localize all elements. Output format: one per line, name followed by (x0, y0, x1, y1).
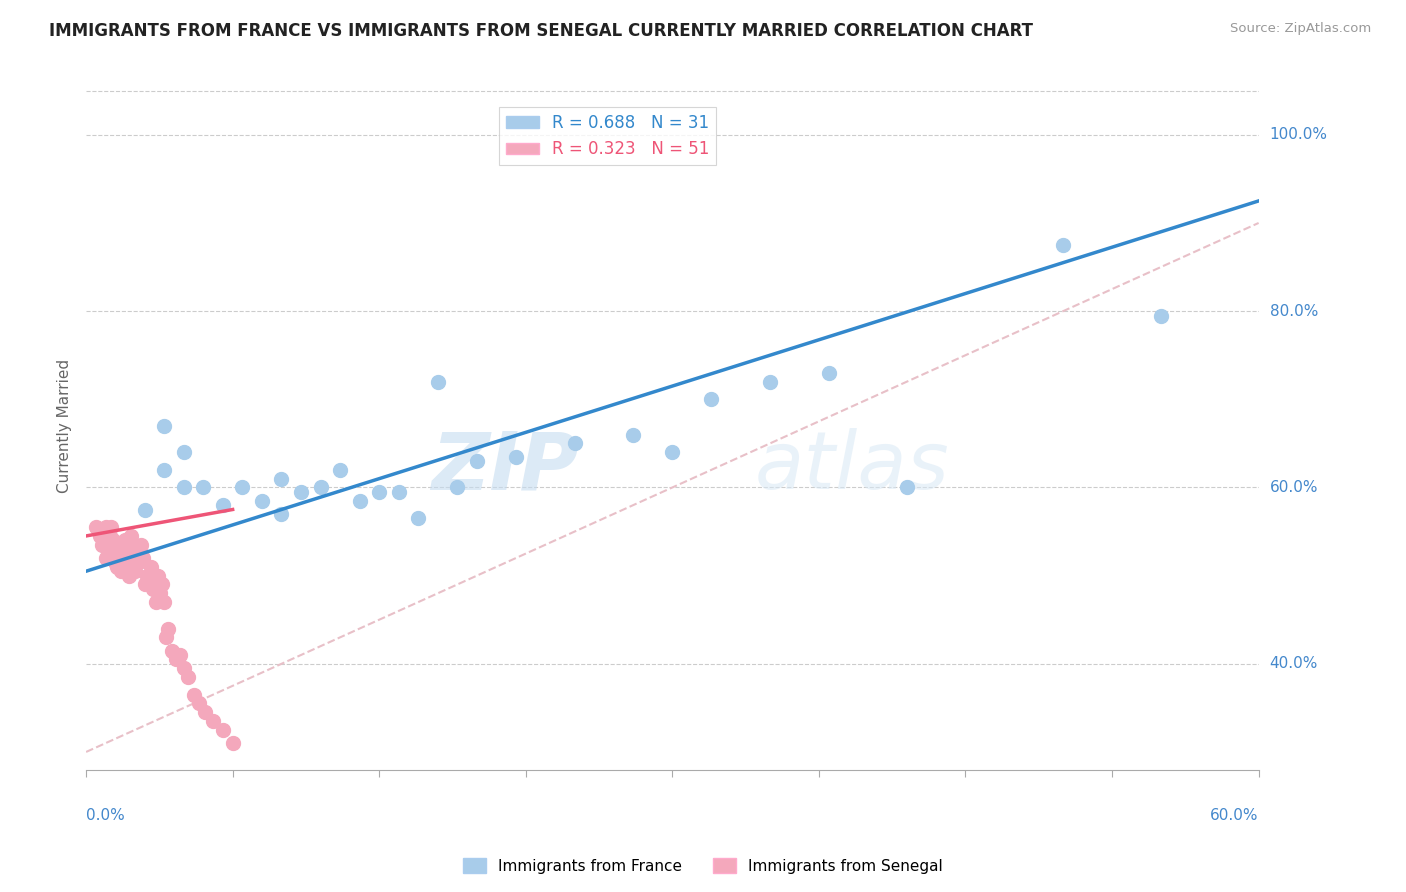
Point (134, 577, 156, 591)
Point (108, 542, 131, 557)
Legend: R = 0.688   N = 31, R = 0.323   N = 51: R = 0.688 N = 31, R = 0.323 N = 51 (499, 107, 716, 165)
Point (505, 450, 527, 464)
Point (112, 547, 135, 561)
Point (621, 427, 644, 442)
Point (700, 392, 723, 407)
Point (115, 559, 138, 574)
Point (270, 507, 292, 521)
Point (408, 511, 430, 525)
Point (329, 463, 352, 477)
Text: 60.0%: 60.0% (1270, 480, 1319, 495)
Point (817, 366, 839, 380)
Text: 0.0%: 0.0% (86, 808, 125, 823)
Point (94, 520, 117, 534)
Point (94, 551, 117, 566)
Point (661, 445, 683, 459)
Point (212, 498, 235, 512)
Point (368, 484, 391, 499)
Point (165, 652, 187, 666)
Text: IMMIGRANTS FROM FRANCE VS IMMIGRANTS FROM SENEGAL CURRENTLY MARRIED CORRELATION : IMMIGRANTS FROM FRANCE VS IMMIGRANTS FRO… (49, 22, 1033, 40)
Point (290, 484, 312, 499)
Text: atlas: atlas (755, 428, 949, 506)
Point (349, 493, 371, 508)
Point (153, 463, 176, 477)
Point (124, 564, 146, 578)
Point (309, 480, 332, 494)
Point (1150, 309, 1173, 323)
Point (120, 529, 142, 543)
Legend: Immigrants from France, Immigrants from Senegal: Immigrants from France, Immigrants from … (457, 852, 949, 880)
Point (122, 538, 145, 552)
Point (388, 484, 411, 499)
Point (193, 480, 215, 494)
Text: ZIP: ZIP (432, 428, 578, 506)
Point (105, 559, 128, 574)
Point (759, 375, 782, 389)
Point (100, 520, 122, 534)
Point (118, 568, 141, 582)
Point (138, 577, 160, 591)
Point (114, 533, 136, 548)
Point (84, 520, 107, 534)
Point (143, 573, 166, 587)
Point (173, 480, 195, 494)
Point (160, 643, 183, 657)
Point (188, 697, 211, 711)
Point (231, 480, 253, 494)
Point (1052, 238, 1074, 252)
Point (145, 595, 167, 609)
Point (104, 542, 127, 557)
Point (250, 493, 273, 508)
Point (176, 670, 198, 684)
Point (90, 538, 112, 552)
Point (149, 586, 172, 600)
Point (135, 568, 157, 582)
Point (129, 538, 152, 552)
Y-axis label: Currently Married: Currently Married (58, 359, 72, 492)
Text: 80.0%: 80.0% (1270, 303, 1317, 318)
Point (465, 454, 488, 468)
Text: 40.0%: 40.0% (1270, 657, 1317, 672)
Point (132, 551, 155, 566)
Point (183, 688, 205, 702)
Point (221, 736, 243, 750)
Point (128, 555, 150, 569)
Point (169, 648, 191, 662)
Text: 100.0%: 100.0% (1270, 128, 1327, 143)
Point (426, 375, 449, 389)
Point (89, 529, 111, 543)
Point (564, 436, 586, 450)
Point (148, 568, 170, 582)
Point (194, 706, 217, 720)
Point (173, 445, 195, 459)
Point (125, 551, 148, 566)
Point (103, 533, 125, 548)
Point (141, 582, 163, 596)
Point (118, 542, 141, 557)
Text: Source: ZipAtlas.com: Source: ZipAtlas.com (1230, 22, 1371, 36)
Point (153, 595, 176, 609)
Text: 60.0%: 60.0% (1211, 808, 1258, 823)
Point (157, 622, 180, 636)
Point (110, 564, 132, 578)
Point (114, 551, 136, 566)
Point (98, 538, 121, 552)
Point (150, 577, 173, 591)
Point (155, 631, 177, 645)
Point (139, 559, 162, 574)
Point (104, 555, 127, 569)
Point (153, 418, 176, 433)
Point (446, 480, 468, 494)
Point (270, 472, 292, 486)
Point (173, 661, 195, 675)
Point (98, 529, 121, 543)
Point (202, 714, 225, 728)
Point (134, 502, 156, 516)
Point (896, 480, 918, 494)
Point (212, 723, 235, 737)
